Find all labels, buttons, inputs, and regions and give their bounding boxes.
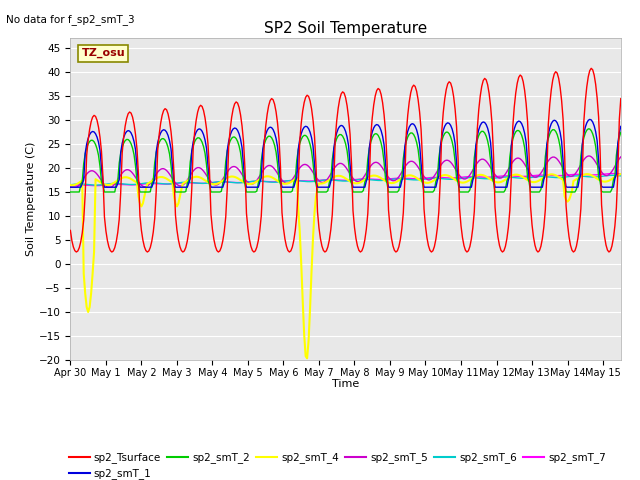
X-axis label: Time: Time xyxy=(332,379,359,389)
Text: TZ_osu: TZ_osu xyxy=(81,48,125,58)
Title: SP2 Soil Temperature: SP2 Soil Temperature xyxy=(264,21,428,36)
Legend: sp2_Tsurface, sp2_smT_1, sp2_smT_2, sp2_smT_4, sp2_smT_5, sp2_smT_6, sp2_smT_7: sp2_Tsurface, sp2_smT_1, sp2_smT_2, sp2_… xyxy=(65,448,610,480)
Y-axis label: Soil Temperature (C): Soil Temperature (C) xyxy=(26,142,36,256)
Text: No data for f_sp2_smT_3: No data for f_sp2_smT_3 xyxy=(6,14,135,25)
